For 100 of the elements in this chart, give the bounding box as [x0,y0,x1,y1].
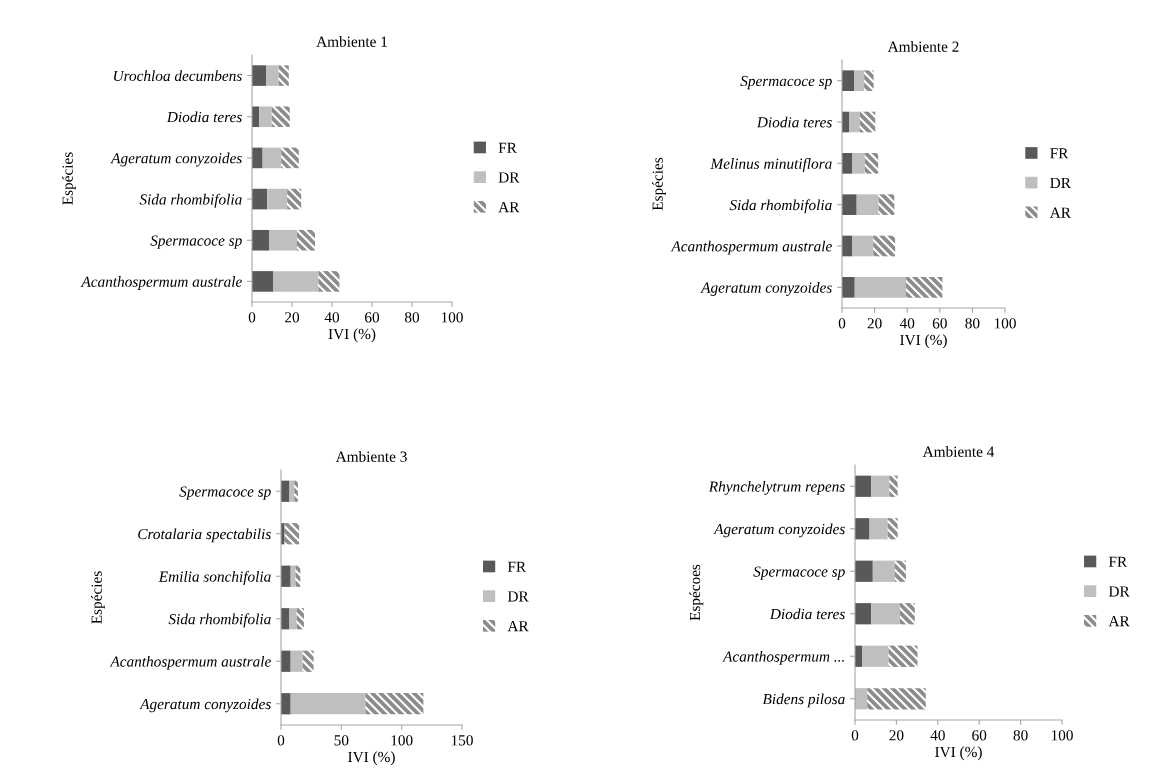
legend-label: AR [1108,616,1130,627]
x-axis-title: IVI (%) [328,328,376,343]
x-tick-label: 60 [972,730,987,741]
bar [864,153,879,174]
x-tick-label: 0 [248,312,256,323]
x-tick-label: 150 [451,735,473,746]
y-tick-label: Emilia sonchifolia [158,570,271,585]
bar [872,560,895,582]
y-tick-label: Diodia teres [769,608,845,620]
bar [842,277,855,298]
bar [290,650,303,672]
bar [888,645,918,667]
bar [318,271,340,292]
x-tick-label: 80 [404,312,420,323]
bar [894,560,906,582]
y-tick-label: Bidens pilosa [762,693,845,708]
x-tick-label: 100 [441,312,463,323]
y-tick-label: Acanthospermum australe [670,240,832,255]
bar [252,65,266,86]
y-tick-label: Spermacoce sp [740,75,832,90]
bar [296,608,304,630]
bar [278,65,289,86]
y-tick-label: Acanthospermum ... [722,650,844,665]
x-tick-label: 80 [965,318,980,329]
bar [281,650,291,672]
bar [855,603,872,625]
y-tick-label: Spermacoce sp [753,566,845,580]
chart-title: Ambiente 1 [316,36,387,47]
bar [906,277,943,298]
legend-label: AR [498,202,520,213]
y-tick-label: Crotalaria spectabilis [138,528,271,543]
legend-label: DR [507,591,529,602]
y-tick-label: Sida rhombifolia [168,613,271,628]
bar [869,518,888,540]
bar [855,560,873,582]
x-tick-label: 40 [930,730,945,741]
y-tick-label: Sida rhombifolia [729,199,832,214]
bar [887,518,898,540]
bar [854,277,907,298]
x-tick-label: 40 [899,318,915,329]
bar [269,229,297,251]
bar [273,271,319,292]
bar [252,147,263,169]
legend-label: AR [1049,207,1071,218]
y-tick-label: Spermacoce sp [179,486,271,500]
chart-title: Ambiente 3 [335,451,407,462]
x-axis-title: IVI (%) [900,334,947,349]
y-tick-label: Ageratum conyzoides [700,282,832,296]
bar [259,106,272,128]
y-axis-title: Espécoes [689,564,704,621]
bar [287,188,302,210]
x-tick-label: 0 [851,730,859,741]
bar [284,523,300,545]
bar [294,480,298,502]
bar [859,111,876,133]
bar [281,693,291,715]
bar [297,229,315,251]
bar [295,565,301,587]
legend-label: AR [507,621,529,632]
bar [871,475,890,497]
bar [855,475,872,497]
chart-title: Ambiente 2 [887,41,959,52]
bar [302,650,314,672]
y-tick-label: Melinus minutiflora [710,157,832,172]
bar [849,111,860,133]
x-tick-label: 20 [285,312,300,323]
x-tick-label: 80 [1013,730,1028,741]
bar [281,147,299,169]
bar [842,194,857,215]
bar [864,70,874,91]
bar [856,194,879,215]
x-tick-label: 0 [838,318,846,329]
bar [267,188,288,210]
bar [271,106,290,128]
legend-label: DR [1050,177,1071,188]
legend-label: FR [507,561,527,572]
bar [867,688,926,710]
y-tick-label: Spermacoce sp [150,235,242,249]
bar [889,475,898,497]
x-tick-label: 40 [324,312,340,323]
bar [873,235,896,257]
legend-label: FR [498,142,517,153]
x-tick-label: 100 [994,318,1016,329]
bar [252,271,274,292]
y-axis-title: Espécies [652,157,666,211]
x-tick-label: 100 [1051,730,1073,741]
y-tick-label: Ageratum conyzoides [713,523,845,538]
x-tick-label: 50 [334,735,349,746]
bar [842,70,855,91]
legend-label: FR [1108,556,1128,567]
bar [266,65,279,86]
x-tick-label: 60 [932,318,947,329]
x-axis-title: IVI (%) [348,751,395,766]
x-tick-label: 20 [889,730,904,741]
y-tick-label: Rhynchelytrum repens [708,480,845,495]
bar [862,645,889,667]
y-tick-label: Diodia teres [166,111,242,123]
y-tick-label: Sida rhombifolia [139,193,242,208]
legend-label: FR [1050,148,1069,159]
bar [899,603,915,625]
